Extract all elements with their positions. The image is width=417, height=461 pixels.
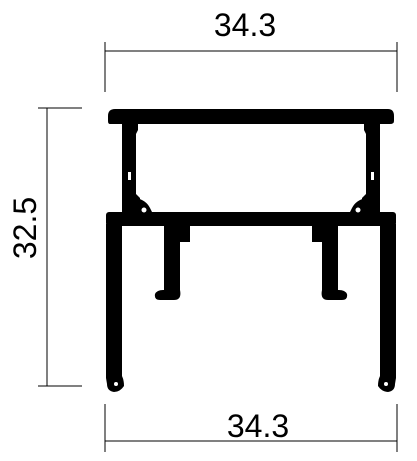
- left-leg-hole: [114, 382, 118, 386]
- profile-section: [106, 109, 396, 392]
- height-dimension: 32.5: [7, 107, 82, 387]
- left-inner-stub: [176, 224, 190, 242]
- upper-left-wall: [122, 122, 140, 214]
- upper-right-wall: [362, 122, 380, 214]
- right-wall-groove: [371, 172, 374, 180]
- height-label: 32.5: [7, 197, 43, 259]
- right-groove-hole: [355, 207, 361, 213]
- left-wall-groove: [128, 172, 131, 180]
- right-outer-leg: [378, 224, 396, 392]
- middle-web: [106, 212, 396, 226]
- left-corner-lug: [136, 198, 154, 216]
- right-leg-hole: [384, 382, 388, 386]
- top-width-label: 34.3: [214, 7, 276, 43]
- top-width-dimension: 34.3: [104, 7, 398, 92]
- bottom-width-dimension: 34.3: [104, 404, 398, 452]
- top-flange: [108, 109, 394, 124]
- left-outer-leg: [106, 224, 124, 392]
- left-groove-hole: [141, 207, 147, 213]
- right-inner-hook: [321, 224, 348, 300]
- right-corner-lug: [348, 198, 366, 216]
- left-inner-hook: [154, 224, 181, 300]
- right-inner-stub: [312, 224, 326, 242]
- bottom-width-label: 34.3: [227, 408, 289, 444]
